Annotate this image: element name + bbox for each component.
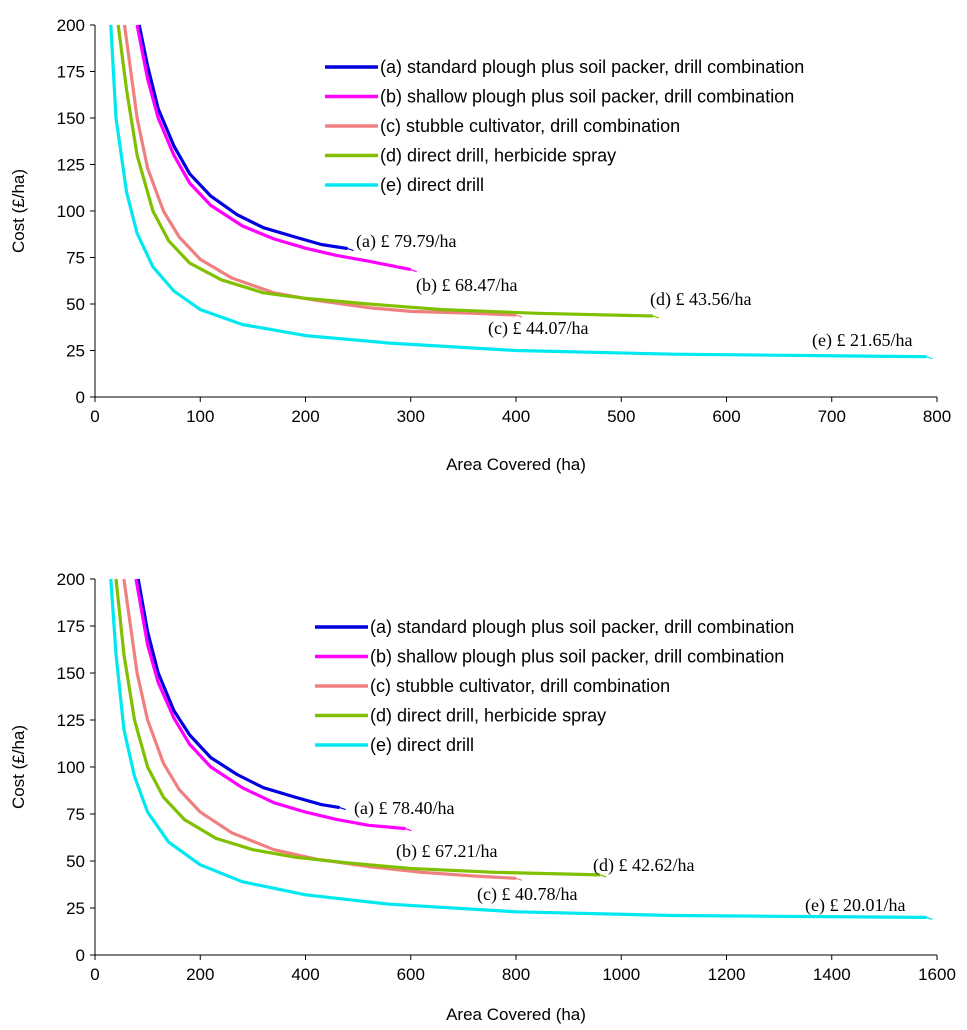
chart2-x-axis-title: Area Covered (ha)	[446, 1005, 586, 1024]
chart2-y-axis-title: Cost (£/ha)	[9, 725, 28, 809]
chart2-x-tick-label: 1000	[602, 965, 640, 984]
chart2-series-line-a	[136, 578, 340, 810]
chart1-x-tick-label: 700	[818, 407, 846, 426]
chart-1: 0 25 50 75 100 125 150 175 200 0 100 200 300 400 500 60…	[9, 16, 951, 474]
chart1-x-tick-label: 600	[712, 407, 740, 426]
chart2-x-tick-label: 1400	[813, 965, 851, 984]
chart1-y-tick-label: 75	[66, 249, 85, 268]
chart2-annotation-d: (d) £ 42.62/ha	[593, 855, 694, 876]
chart1-annotation-e: (e) £ 21.65/ha	[812, 330, 912, 351]
chart2-legend-label-b: (b) shallow plough plus soil packer, dri…	[370, 647, 784, 667]
chart1-y-tick-label: 0	[76, 388, 85, 407]
chart1-series-line-e	[109, 24, 927, 359]
chart1-x-tick-label: 200	[291, 407, 319, 426]
chart1-x-tick-label: 400	[502, 407, 530, 426]
chart2-x-tick-label: 400	[291, 965, 319, 984]
chart1-y-axis-title: Cost (£/ha)	[9, 169, 28, 253]
chart1-series-line-a	[137, 24, 348, 251]
chart2-series-line-e	[109, 578, 927, 919]
chart1-y-tick-label: 50	[66, 295, 85, 314]
chart2-x-tick-label: 800	[502, 965, 530, 984]
chart2-series-tail-c	[515, 877, 523, 881]
chart1-x-axis-title: Area Covered (ha)	[446, 455, 586, 474]
chart1-x-tick-label: 800	[923, 407, 951, 426]
chart1-series-tail-a	[347, 248, 354, 252]
chart2-annotation-c: (c) £ 40.78/ha	[477, 884, 577, 905]
chart1-legend-label-b: (b) shallow plough plus soil packer, dri…	[380, 87, 794, 107]
chart2-annotation-a: (a) £ 78.40/ha	[354, 798, 454, 819]
chart1-annotation-d: (d) £ 43.56/ha	[650, 289, 751, 310]
chart2-x-tick-label: 200	[186, 965, 214, 984]
chart1-y-tick-label: 125	[57, 156, 85, 175]
chart2-y-tick-label: 25	[66, 899, 85, 918]
chart2-series-tail-a	[339, 807, 346, 811]
chart1-y-tick-label: 150	[57, 109, 85, 128]
chart1-series-tail-b	[410, 269, 417, 273]
chart2-series-line-d	[114, 578, 601, 877]
chart2-x-tick-label: 1600	[918, 965, 956, 984]
chart1-series-line-d	[116, 24, 653, 318]
chart2-y-tick-label: 50	[66, 852, 85, 871]
chart1-x-tick-label: 500	[607, 407, 635, 426]
chart2-legend-label-d: (d) direct drill, herbicide spray	[370, 706, 606, 726]
chart2-y-tick-label: 0	[76, 946, 85, 965]
chart1-annotation-c: (c) £ 44.07/ha	[488, 318, 588, 339]
chart1-y-tick-label: 175	[57, 63, 85, 82]
chart1-legend-label-e: (e) direct drill	[380, 175, 484, 195]
chart1-x-tick-label: 300	[397, 407, 425, 426]
chart2-series-line-c	[122, 578, 517, 880]
chart2-annotation-e: (e) £ 20.01/ha	[805, 895, 905, 916]
chart1-annotation-b: (b) £ 68.47/ha	[416, 275, 517, 296]
chart1-series-tail-d	[652, 315, 660, 319]
chart1-legend-label-a: (a) standard plough plus soil packer, dr…	[380, 57, 804, 77]
chart1-legend-label-c: (c) stubble cultivator, drill combinatio…	[380, 116, 680, 136]
chart2-x-tick-label: 600	[397, 965, 425, 984]
chart2-legend-label-e: (e) direct drill	[370, 735, 474, 755]
chart2-y-tick-label: 150	[57, 664, 85, 683]
chart2-legend-label-a: (a) standard plough plus soil packer, dr…	[370, 617, 794, 637]
chart1-y-tick-label: 25	[66, 342, 85, 361]
chart2-series-tail-d	[600, 874, 607, 878]
chart2-series-tail-b	[405, 828, 412, 832]
chart2-y-tick-label: 125	[57, 711, 85, 730]
chart1-series-line-b	[135, 24, 412, 272]
chart1-series-tail-e	[926, 356, 933, 360]
chart2-legend-label-c: (c) stubble cultivator, drill combinatio…	[370, 676, 670, 696]
chart2-x-tick-label: 0	[90, 965, 99, 984]
chart-2: 0 25 50 75 100 125 150 175 200 0 200 400 600 800 1000 1…	[9, 570, 956, 1024]
chart1-annotation-a: (a) £ 79.79/ha	[356, 231, 456, 252]
chart2-y-tick-label: 100	[57, 758, 85, 777]
chart1-series-line-c	[122, 24, 517, 317]
chart1-y-tick-label: 100	[57, 202, 85, 221]
chart2-series-tail-e	[926, 916, 933, 920]
chart1-x-tick-label: 100	[186, 407, 214, 426]
chart1-x-tick-label: 0	[90, 407, 99, 426]
chart2-series-line-b	[134, 578, 406, 831]
chart2-x-tick-label: 1200	[708, 965, 746, 984]
chart2-y-tick-label: 75	[66, 805, 85, 824]
chart2-y-tick-label: 175	[57, 617, 85, 636]
chart1-legend-label-d: (d) direct drill, herbicide spray	[380, 146, 616, 166]
chart1-y-tick-label: 200	[57, 16, 85, 35]
chart2-annotation-b: (b) £ 67.21/ha	[396, 841, 497, 862]
chart1-series-tail-c	[515, 314, 523, 318]
chart2-y-tick-label: 200	[57, 570, 85, 589]
